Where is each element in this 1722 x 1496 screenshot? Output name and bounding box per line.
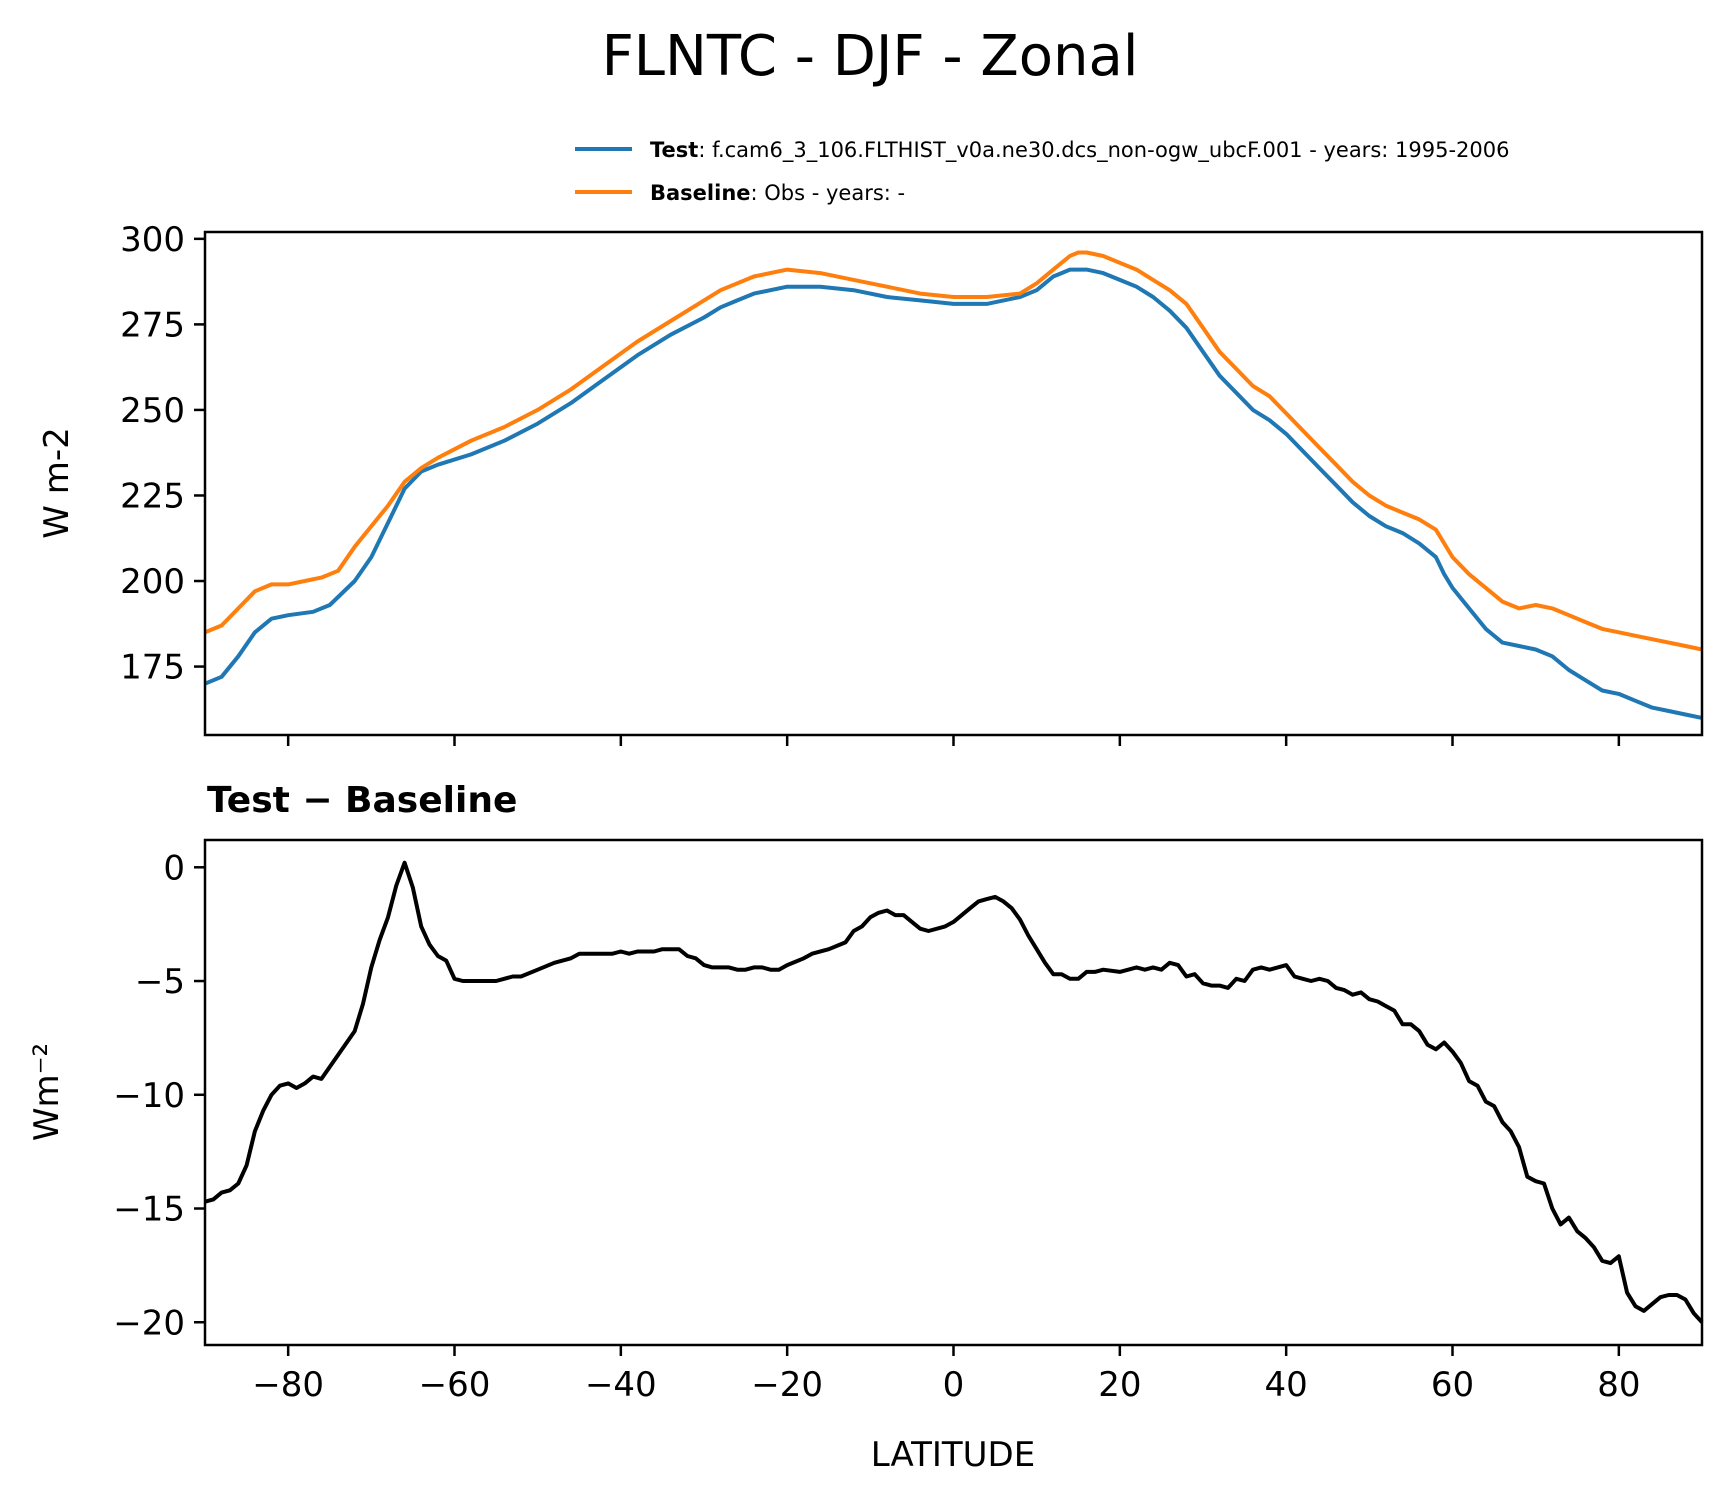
bottom-series-line-test-baseline	[204, 860, 1704, 1324]
legend: Test: f.cam6_3_106.FLTHIST_v0a.ne30.dcs_…	[575, 138, 1509, 205]
bottom-xlabel: LATITUDE	[871, 1435, 1035, 1475]
top-ytick-label: 300	[120, 220, 185, 260]
bottom-xtick-label: 0	[943, 1365, 965, 1405]
top-ytick-label: 175	[120, 648, 185, 688]
legend-baseline-bold: Baseline	[650, 181, 751, 205]
bottom-ticks-group: −80 −60 −40 −20 0 20 40 60 80 0 −5 −10 −15 −20	[113, 848, 1640, 1405]
bottom-ytick-label: −20	[113, 1303, 185, 1343]
bottom-panel-title: Test − Baseline	[207, 780, 517, 821]
bottom-xtick-label: −80	[252, 1365, 324, 1405]
bottom-ylabel: Wm⁻²	[27, 1043, 67, 1141]
top-series-line-test	[204, 267, 1703, 720]
bottom-ytick-label: −5	[135, 962, 185, 1002]
bottom-panel: Test − Baseline −80 −60 −40 −20 0 20 40 60 80 0 −5…	[27, 780, 1704, 1475]
bottom-xtick-label: −60	[419, 1365, 491, 1405]
bottom-axes-frame	[203, 838, 1704, 1347]
bottom-xtick-label: 20	[1098, 1365, 1141, 1405]
legend-test-bold: Test	[650, 138, 698, 162]
top-axes-frame	[203, 230, 1704, 737]
top-ytick-label: 225	[120, 476, 185, 516]
bottom-xtick-label: −20	[751, 1365, 823, 1405]
top-panel: 175 200 225 250 275 300 W m-2	[37, 220, 1704, 746]
bottom-xtick-label: 60	[1431, 1365, 1474, 1405]
top-series-line-baseline	[204, 250, 1703, 652]
top-series-group	[204, 250, 1703, 720]
bottom-xtick-label: −40	[585, 1365, 657, 1405]
bottom-ytick-label: 0	[163, 848, 185, 888]
legend-entry-baseline: Baseline: Obs - years: -	[650, 181, 905, 205]
bottom-ytick-label: −10	[113, 1076, 185, 1116]
top-ticks-group: 175 200 225 250 275 300	[120, 220, 1621, 746]
figure-title: FLNTC - DJF - Zonal	[602, 24, 1139, 89]
top-ytick-label: 200	[120, 562, 185, 602]
bottom-xtick-label: 40	[1265, 1365, 1308, 1405]
legend-baseline-text: : Obs - years: -	[751, 181, 906, 205]
top-ytick-label: 275	[120, 305, 185, 345]
bottom-xtick-label: 80	[1597, 1365, 1640, 1405]
legend-entry-test: Test: f.cam6_3_106.FLTHIST_v0a.ne30.dcs_…	[650, 138, 1509, 163]
top-ylabel: W m-2	[37, 427, 77, 538]
legend-test-text: : f.cam6_3_106.FLTHIST_v0a.ne30.dcs_non-…	[698, 138, 1509, 163]
bottom-ytick-label: −15	[113, 1190, 185, 1230]
bottom-series-group	[204, 860, 1704, 1324]
top-ytick-label: 250	[120, 391, 185, 431]
